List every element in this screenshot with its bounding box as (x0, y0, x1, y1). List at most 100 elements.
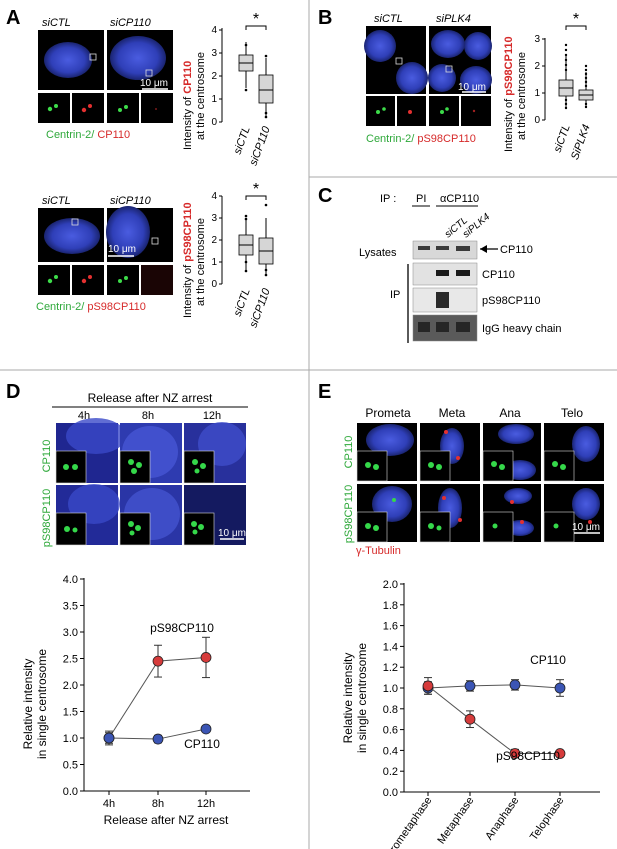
green-dot (373, 464, 379, 470)
nucleus (428, 64, 456, 92)
chart-e: Relative intensityin single centrosome 0… (341, 579, 600, 849)
chart-d: Relative intensityin single centrosome 0… (21, 574, 250, 827)
green-dot (428, 523, 434, 529)
inset (366, 96, 395, 126)
sig-bracket (245, 25, 267, 30)
caption-red: pS98CP110 (414, 133, 476, 145)
y-tick-label: 1.0 (383, 683, 398, 695)
d-row1: CP110 (41, 440, 53, 473)
data-point (554, 748, 566, 759)
y-tick-label: 0.6 (383, 725, 398, 737)
nucleus (464, 32, 492, 60)
ytick: 0 (211, 117, 217, 128)
green-dot (491, 461, 497, 467)
sig-bracket (565, 25, 587, 30)
red-dot (408, 110, 412, 114)
nucleus (364, 30, 396, 62)
inset (119, 512, 151, 546)
panel-b: B siCTL siPLK4 10 μm Centrin-2/ pS98CP11… (318, 7, 594, 162)
green-dot (124, 276, 128, 280)
arrow-head (480, 245, 487, 253)
a-top-cond2: siCP110 (110, 17, 152, 29)
dim-red-dot (155, 108, 157, 110)
y-tick-label: 1.8 (383, 600, 398, 612)
e-row2: pS98CP110 (343, 485, 355, 544)
outlier (244, 260, 248, 264)
a-bot-xtick1: siCTL (232, 287, 253, 318)
green-dot (192, 459, 198, 465)
b-scalebar-text: 10 μm (458, 82, 486, 93)
b-boxplot: Intensity of pS98CP110 at the centrosome… (503, 11, 594, 162)
c-ip: IP (390, 289, 400, 301)
data-point (200, 723, 212, 735)
x-tick-label: 12h (197, 798, 215, 810)
outliers (584, 64, 588, 109)
nucleus (498, 424, 534, 444)
caption-green: Centrin-2/ (366, 133, 415, 145)
y-tick-label: 0.8 (383, 704, 398, 716)
ylabel-pre: Intensity of (182, 262, 194, 318)
a-top-inset3 (107, 93, 139, 123)
roi-box (71, 218, 79, 226)
a-top-inset2 (72, 93, 104, 123)
green-dot (47, 278, 53, 284)
a-bot-cond2: siCP110 (110, 195, 152, 207)
green-dot (553, 523, 559, 529)
inset (482, 450, 514, 482)
red-dot (588, 520, 592, 524)
data-point (422, 680, 434, 692)
x-tick-label: Prometaphase (384, 795, 435, 849)
panel-letter-b: B (318, 7, 332, 29)
y-tick-label: 0.2 (383, 766, 398, 778)
ps98-band (436, 292, 449, 308)
e-ylabel: Relative intensityin single centrosome (341, 643, 369, 753)
nucleus (66, 418, 126, 454)
data-point (103, 732, 115, 744)
green-dot (72, 464, 78, 470)
time-label: 8h (142, 410, 154, 422)
d-xticks: 4h 8h 12h (103, 791, 215, 810)
time-label: 12h (203, 410, 221, 422)
inset (429, 96, 459, 126)
green-dot (200, 463, 206, 469)
data-point (200, 652, 212, 663)
d-label-cp110: CP110 (184, 737, 220, 751)
y-tick-label: 2.0 (383, 579, 398, 591)
inset (55, 512, 87, 546)
ytick: 1 (211, 94, 217, 105)
d-row1-images (55, 418, 246, 484)
y-tick-labels: 0 1 2 3 (534, 34, 540, 126)
data-point (464, 713, 476, 725)
ytick: 0 (211, 279, 217, 290)
e-scalebar-text: 10 μm (572, 522, 600, 533)
ylabel-pre: Intensity of (503, 96, 515, 152)
d-xlabel: Release after NZ arrest (104, 813, 229, 827)
outlier (244, 88, 248, 92)
inset (356, 511, 388, 543)
series-line (427, 685, 560, 755)
ylabel-red: pS98CP110 (182, 202, 194, 261)
data-point (509, 679, 521, 691)
ylabel-line2: in single centrosome (355, 643, 369, 753)
y-ticks (542, 38, 545, 121)
e-label-ps98: pS98CP110 (496, 749, 560, 763)
a-top-ylabel2: at the centrosome (195, 52, 207, 140)
green-dot (63, 464, 69, 470)
y-tick-label: 0.4 (383, 745, 398, 757)
ytick: 1 (211, 257, 217, 268)
dim-red-dot (472, 109, 476, 113)
red-dot (88, 275, 92, 279)
data-point (509, 748, 521, 759)
green-dot (128, 459, 134, 465)
red-dot (88, 104, 92, 108)
e-yticks: 0.0 0.2 0.4 0.6 0.8 1.0 1.2 1.4 1.6 1.8 2.0 (383, 579, 404, 799)
red-dot (444, 430, 448, 434)
b-sig: * (573, 11, 579, 28)
inset (543, 450, 575, 482)
green-dot (560, 464, 566, 470)
e-row2-images: 10 μm (356, 484, 604, 543)
green-dot (198, 524, 204, 530)
y-tick-label: 0.5 (63, 760, 78, 772)
b-cond2: siPLK4 (436, 13, 471, 25)
